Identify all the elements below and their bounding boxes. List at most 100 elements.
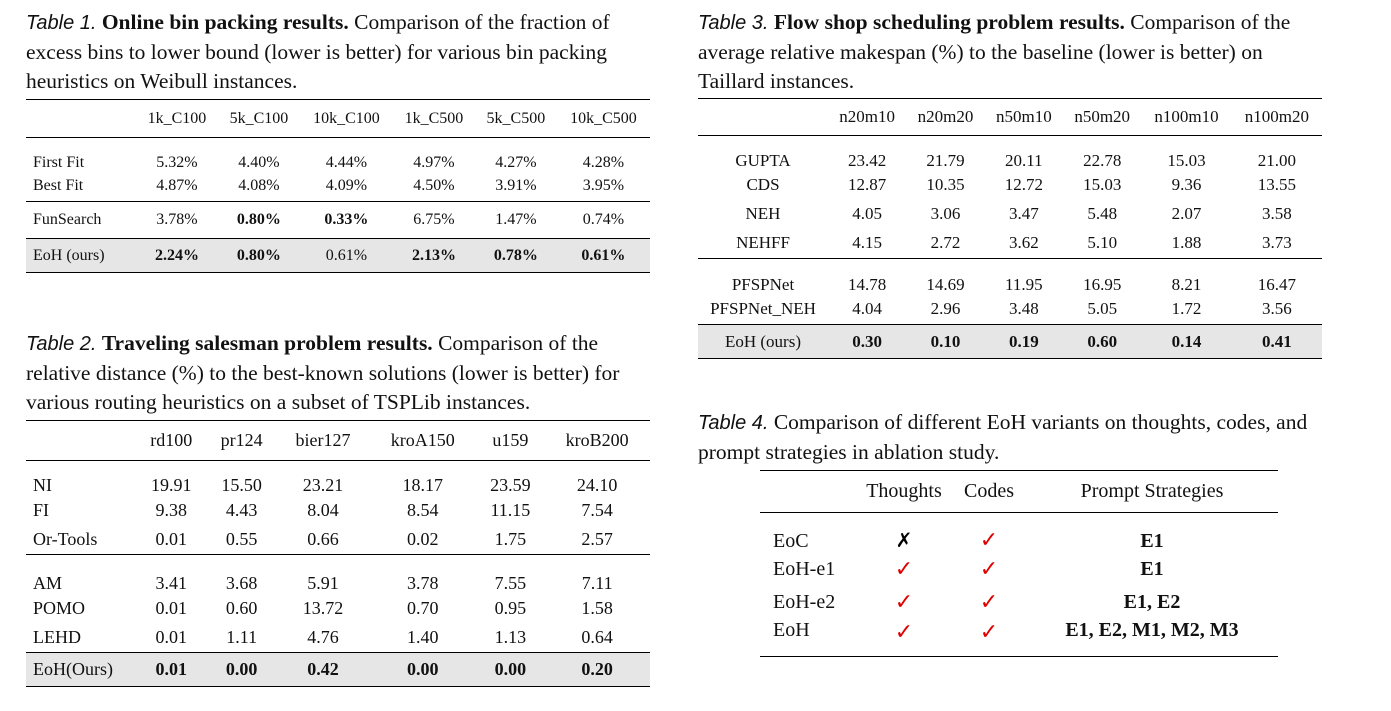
table-cell: 1.58 [581,597,613,618]
table-cell: 4.87% [156,177,198,195]
table-cell-best: 2.13% [392,238,475,273]
table-cell-best: 0.80% [236,211,281,228]
table-row: FunSearch 3.78% 0.80% 0.33% 6.75% 1.47% … [26,201,650,239]
check-icon: ✓ [979,526,999,552]
table-cell: 4.50% [413,177,455,195]
table-cell: 13.55 [1257,175,1296,194]
table-cell: 4.04 [852,299,883,319]
table-cell: 0.01 [155,597,187,618]
cross-icon: ✗ [895,529,913,552]
table-cell: 1.75 [494,528,527,549]
table-2-label: Table 2. [26,333,97,355]
row-label: NEH [745,204,781,223]
table-1-header: 1k_C100 5k_C100 10k_C100 1k_C500 5k_C500… [26,99,650,138]
table-cell: 4.27% [495,153,537,171]
table-cell: E1 [1140,557,1164,580]
table-cell: 8.21 [1171,274,1202,294]
table-2-col-header: bier127 [295,430,351,450]
check-icon: ✓ [979,618,999,644]
table-cell: 7.11 [581,572,613,593]
check-icon: ✓ [894,618,914,644]
table-row: AM 3.41 3.68 5.91 3.78 7.55 7.11 [26,554,650,594]
table-2-col-header: rd100 [150,430,193,450]
row-label: Or-Tools [33,528,98,549]
table-cell: 4.44% [325,153,368,171]
row-label: GUPTA [735,150,791,170]
table-3-col-header: n100m20 [1244,107,1309,126]
table-cell: 1.13 [494,626,527,647]
table-3-col-header: n20m10 [839,107,896,126]
table-2-col-header: kroA150 [390,430,455,450]
table-4-caption-text: Comparison of different EoH variants on … [698,410,1308,464]
table-row: Best Fit 4.87% 4.08% 4.09% 4.50% 3.91% 3… [26,172,650,202]
table-cell: 1.40 [406,626,439,647]
table-cell: 0.61% [299,238,393,273]
table-row: PFSPNet_NEH 4.04 2.96 3.48 5.05 1.72 3.5… [698,295,1322,325]
table-cell: 4.05 [852,204,883,223]
row-label: AM [33,572,63,593]
table-cell: 7.54 [581,499,613,520]
table-3-col-header: n50m20 [1074,107,1131,126]
table-cell: 0.74% [582,211,625,228]
row-label: POMO [33,597,86,618]
table-row-highlight: EoH (ours) 0.30 0.10 0.19 0.60 0.14 0.41 [698,324,1322,359]
table-cell: 16.47 [1257,274,1296,294]
table-cell: 0.64 [581,626,613,647]
table-cell: 4.97% [413,153,455,171]
table-3-caption-text: Comparison of the average relative makes… [698,10,1291,93]
table-cell-best: 2.24% [136,238,218,273]
row-label: PFSPNet_NEH [710,299,816,319]
table-row: POMO 0.01 0.60 13.72 0.70 0.95 1.58 [26,594,650,623]
row-label: EoH [773,618,810,641]
row-label: FI [33,499,50,520]
table-2-title: Traveling salesman problem results. [101,331,433,355]
table-cell: 2.07 [1171,204,1202,223]
table-4-col-header [760,471,856,513]
table-cell: 2.96 [930,299,961,319]
table-cell: 7.55 [494,572,527,593]
table-cell: E1, E2 [1123,590,1181,613]
table-cell: 3.58 [1261,204,1292,223]
table-4-col-header: Thoughts [866,480,942,502]
table-row: NEH 4.05 3.06 3.47 5.48 2.07 3.58 [698,200,1322,229]
table-3-col-header: n100m10 [1154,107,1219,126]
table-4-col-header: Prompt Strategies [1080,480,1224,502]
table-cell: 23.21 [302,474,344,495]
table-cell: 3.41 [155,572,187,593]
table-cell: 21.00 [1257,150,1296,170]
table-cell: 3.06 [930,204,961,223]
table-cell: 3.78% [156,211,198,228]
table-3-label: Table 3. [698,12,769,34]
table-row: First Fit 5.32% 4.40% 4.44% 4.97% 4.27% … [26,137,650,172]
table-cell-best: 0.10 [906,324,985,359]
table-row: EoH-e1 ✓ ✓ E1 [760,553,1278,586]
table-cell: 4.76 [307,626,339,647]
table-2-caption-text: Comparison of the relative distance (%) … [26,331,620,414]
table-cell: E1, E2, M1, M2, M3 [1065,618,1239,641]
table-cell: 3.68 [225,572,258,593]
table-1: 1k_C100 5k_C100 10k_C100 1k_C500 5k_C500… [26,99,650,273]
table-cell: 13.72 [302,597,344,618]
row-label: NI [33,474,52,495]
table-cell: 23.59 [490,474,531,495]
table-2-header: rd100 pr124 bier127 kroA150 u159 kroB200 [26,420,650,461]
table-2-caption: Table 2. Traveling salesman problem resu… [26,329,652,417]
table-row: EoH-e2 ✓ ✓ E1, E2 [760,586,1278,619]
table-3-header: n20m10 n20m20 n50m10 n50m20 n100m10 n100… [698,98,1322,136]
row-label: EoH (ours) [698,324,828,359]
table-cell: 14.78 [848,274,887,294]
row-label: NEHFF [736,233,790,253]
table-cell: 3.62 [1008,233,1039,253]
table-4-caption: Table 4. Comparison of different EoH var… [698,408,1338,467]
table-3: n20m10 n20m20 n50m10 n50m20 n100m10 n100… [698,98,1322,359]
table-row: EoC ✗ ✓ E1 [760,512,1278,553]
table-row: FI 9.38 4.43 8.04 8.54 11.15 7.54 [26,496,650,525]
row-label: EoH (ours) [26,238,136,273]
table-cell: 5.91 [307,572,339,593]
row-label: CDS [746,175,780,194]
table-cell: 24.10 [576,474,618,495]
table-cell: 5.48 [1087,204,1118,223]
table-1-caption: Table 1. Online bin packing results. Com… [26,8,652,96]
table-2-col-header: kroB200 [565,430,629,450]
table-cell: 8.04 [307,499,339,520]
